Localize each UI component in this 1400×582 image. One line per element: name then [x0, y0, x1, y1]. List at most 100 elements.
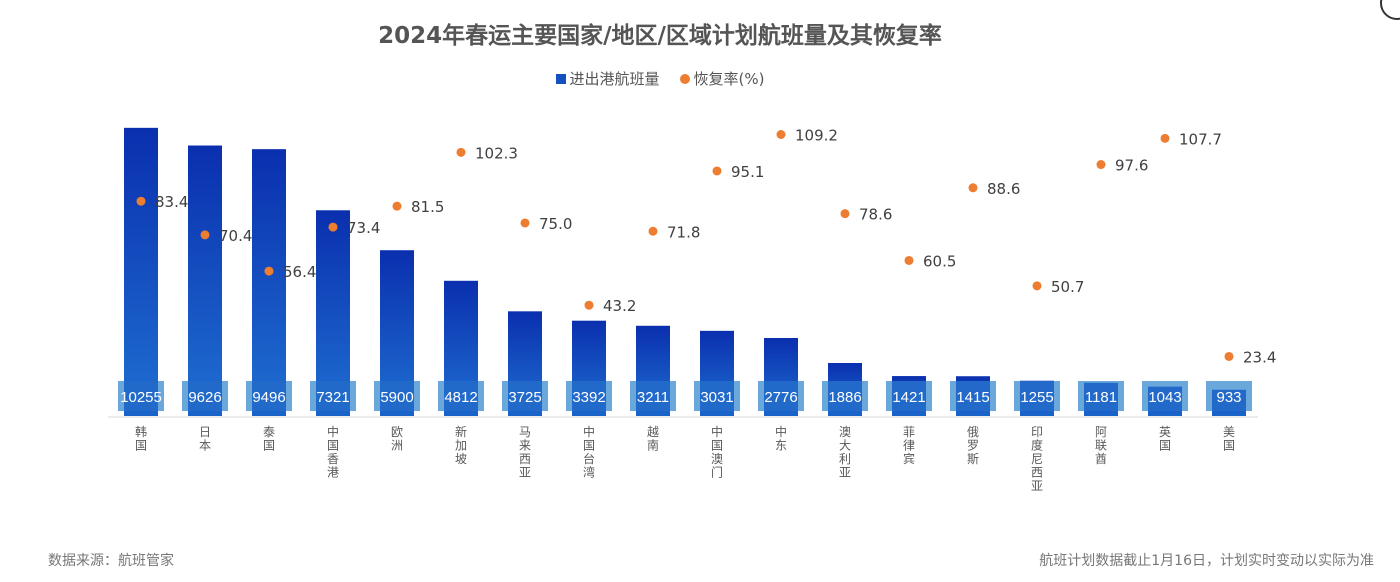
bar-overlap-6: [508, 381, 542, 416]
bar-value-label-16: 1043: [1148, 389, 1181, 406]
bar-value-label-17: 933: [1216, 389, 1241, 406]
bar-overlap-5: [444, 381, 478, 416]
rate-label-6: 75.0: [539, 215, 572, 233]
legend-bar-label: 进出港航班量: [569, 70, 660, 88]
category-label-8: 越南: [647, 425, 659, 453]
bar-overlap-10: [764, 381, 798, 416]
category-label-6: 马来西亚: [519, 425, 531, 480]
rate-label-10: 109.2: [795, 126, 838, 144]
category-label-15: 阿联酋: [1095, 425, 1107, 466]
legend: 进出港航班量 恢复率(%): [0, 68, 1320, 89]
rate-label-3: 73.4: [347, 219, 380, 237]
rate-label-7: 43.2: [603, 297, 636, 315]
bar-value-label-4: 5900: [380, 389, 413, 406]
rate-point-2: [264, 266, 274, 276]
rate-point-5: [456, 147, 466, 157]
rate-point-10: [776, 129, 786, 139]
rate-label-13: 88.6: [987, 180, 1020, 198]
bar-overlap-11: [828, 381, 862, 416]
rate-label-14: 50.7: [1051, 278, 1084, 296]
bar-0: [124, 127, 158, 416]
bar-value-label-9: 3031: [700, 389, 733, 406]
bar-overlap-15: [1084, 382, 1118, 416]
category-label-16: 英国: [1159, 425, 1171, 453]
rate-point-4: [392, 201, 402, 211]
rate-point-11: [840, 209, 850, 219]
bar-value-label-2: 9496: [252, 389, 285, 406]
rate-label-1: 70.4: [219, 227, 252, 245]
bar-value-label-5: 4812: [444, 389, 477, 406]
bar-overlap-3: [316, 381, 350, 416]
category-label-9: 中国澳门: [711, 424, 723, 480]
rate-point-1: [200, 230, 210, 240]
bar-overlap-12: [892, 381, 926, 416]
category-label-0: 韩国: [135, 424, 147, 453]
bar-overlap-16: [1148, 386, 1182, 416]
bar-2: [252, 149, 286, 416]
source-note: 数据来源：航班管家: [48, 553, 174, 569]
legend-dot-swatch: [679, 73, 690, 84]
bar-value-label-6: 3725: [508, 389, 541, 406]
bar-overlap-0: [124, 381, 158, 416]
rate-label-17: 23.4: [1243, 348, 1276, 366]
category-label-13: 俄罗斯: [967, 425, 979, 466]
rate-label-0: 83.4: [155, 193, 188, 211]
rate-point-8: [648, 226, 658, 236]
rate-label-16: 107.7: [1179, 130, 1222, 148]
bar-overlap-4: [380, 381, 414, 416]
bar-1: [188, 145, 222, 416]
category-label-4: 欧洲: [391, 425, 403, 453]
category-label-17: 美国: [1223, 425, 1235, 453]
bar-overlap-2: [252, 381, 286, 416]
category-label-10: 中东: [775, 424, 787, 453]
category-label-3: 中国香港: [327, 424, 339, 480]
rate-label-5: 102.3: [475, 144, 518, 162]
bar-value-label-13: 1415: [956, 389, 989, 406]
category-label-5: 新加坡: [455, 424, 467, 466]
category-label-14: 印度尼西亚: [1031, 425, 1043, 493]
bar-overlap-17: [1212, 389, 1246, 416]
footer-note: 航班计划数据截止1月16日，计划实时变动以实际为准: [1039, 553, 1374, 569]
rate-point-14: [1032, 281, 1042, 291]
rate-point-9: [712, 166, 722, 176]
rate-label-12: 60.5: [923, 252, 956, 270]
chart-title: 2024年春运主要国家/地区/区域计划航班量及其恢复率: [378, 23, 942, 49]
rate-label-15: 97.6: [1115, 157, 1148, 175]
bar-value-label-11: 1886: [828, 389, 861, 406]
bar-value-label-7: 3392: [572, 389, 605, 406]
category-label-1: 日本: [199, 425, 211, 453]
rate-point-3: [328, 222, 338, 232]
bar-overlap-14: [1020, 381, 1054, 416]
bar-overlap-1: [188, 381, 222, 416]
category-label-2: 泰国: [263, 425, 275, 453]
legend-bar-swatch: [555, 73, 566, 84]
rate-label-2: 56.4: [283, 263, 316, 281]
rate-label-8: 71.8: [667, 223, 700, 241]
rate-point-6: [520, 218, 530, 228]
bar-overlap-9: [700, 381, 734, 416]
bar-value-label-14: 1255: [1020, 389, 1053, 406]
rate-label-11: 78.6: [859, 206, 892, 224]
bar-overlap-7: [572, 381, 606, 416]
rate-point-16: [1160, 133, 1170, 143]
rate-point-12: [904, 255, 914, 265]
rate-point-15: [1096, 160, 1106, 170]
bar-value-label-1: 9626: [188, 389, 221, 406]
bar-overlap-13: [956, 381, 990, 416]
rate-label-4: 81.5: [411, 198, 444, 216]
rate-point-13: [968, 183, 978, 193]
bar-value-label-8: 3211: [637, 389, 669, 406]
category-label-7: 中国台湾: [583, 424, 595, 480]
bar-value-label-0: 10255: [120, 389, 162, 406]
rate-point-0: [136, 196, 146, 206]
bar-value-label-15: 1181: [1085, 389, 1117, 406]
rate-point-17: [1224, 351, 1234, 361]
bar-value-label-10: 2776: [764, 389, 797, 406]
rate-point-7: [584, 300, 594, 310]
category-label-11: 澳大利亚: [839, 425, 851, 480]
legend-dot-label: 恢复率(%): [693, 70, 765, 88]
bar-value-label-12: 1421: [892, 389, 925, 406]
rate-label-9: 95.1: [731, 163, 764, 181]
bar-value-label-3: 7321: [316, 389, 349, 406]
